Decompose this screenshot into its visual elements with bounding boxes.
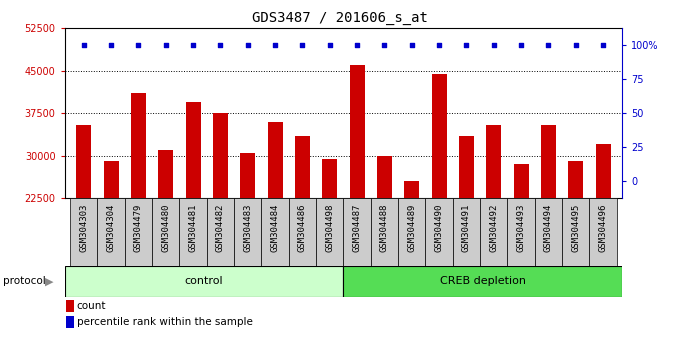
Bar	[371, 198, 398, 266]
Bar	[180, 198, 207, 266]
Bar	[343, 266, 622, 297]
Bar	[590, 198, 617, 266]
Point	[215, 42, 226, 48]
Text: protocol: protocol	[3, 276, 46, 286]
Text: ▶: ▶	[45, 276, 53, 286]
Point	[105, 42, 116, 48]
Bar	[480, 198, 507, 266]
Bar	[158, 150, 173, 198]
Point	[461, 42, 472, 48]
Text: GSM304481: GSM304481	[188, 204, 198, 252]
Text: GSM304479: GSM304479	[134, 204, 143, 252]
Bar	[562, 198, 590, 266]
Point	[406, 42, 417, 48]
Bar	[459, 136, 474, 198]
Point	[133, 42, 144, 48]
Point	[160, 42, 171, 48]
Text: GSM304491: GSM304491	[462, 204, 471, 252]
Point	[352, 42, 362, 48]
Bar	[240, 153, 255, 198]
Text: percentile rank within the sample: percentile rank within the sample	[77, 316, 253, 327]
Bar	[343, 198, 371, 266]
Text: GSM304489: GSM304489	[407, 204, 416, 252]
Bar	[568, 161, 583, 198]
Bar	[213, 113, 228, 198]
Bar	[404, 181, 420, 198]
Bar	[124, 198, 152, 266]
Text: GSM304493: GSM304493	[517, 204, 526, 252]
Point	[324, 42, 335, 48]
Bar	[596, 144, 611, 198]
Bar	[453, 198, 480, 266]
Point	[598, 42, 609, 48]
Bar	[70, 198, 97, 266]
Text: count: count	[77, 301, 106, 311]
Bar	[432, 74, 447, 198]
Text: GSM304486: GSM304486	[298, 204, 307, 252]
Bar	[66, 299, 74, 312]
Text: GSM304484: GSM304484	[271, 204, 279, 252]
Text: GDS3487 / 201606_s_at: GDS3487 / 201606_s_at	[252, 11, 428, 25]
Point	[515, 42, 526, 48]
Bar	[486, 125, 501, 198]
Bar	[289, 198, 316, 266]
Bar	[534, 198, 562, 266]
Bar	[65, 266, 343, 297]
Bar	[377, 156, 392, 198]
Bar	[541, 125, 556, 198]
Point	[543, 42, 554, 48]
Text: GSM304303: GSM304303	[80, 204, 88, 252]
Bar	[426, 198, 453, 266]
Bar	[322, 159, 337, 198]
Text: GSM304487: GSM304487	[352, 204, 362, 252]
Text: GSM304483: GSM304483	[243, 204, 252, 252]
Bar	[66, 315, 74, 328]
Point	[379, 42, 390, 48]
Bar	[76, 125, 91, 198]
Text: GSM304482: GSM304482	[216, 204, 225, 252]
Point	[571, 42, 581, 48]
Bar	[186, 102, 201, 198]
Text: GSM304304: GSM304304	[107, 204, 116, 252]
Bar	[513, 164, 528, 198]
Point	[488, 42, 499, 48]
Bar	[316, 198, 343, 266]
Text: GSM304498: GSM304498	[325, 204, 335, 252]
Bar	[350, 65, 364, 198]
Text: GSM304492: GSM304492	[489, 204, 498, 252]
Bar	[261, 198, 289, 266]
Text: GSM304490: GSM304490	[435, 204, 443, 252]
Point	[78, 42, 89, 48]
Bar	[103, 161, 118, 198]
Bar	[207, 198, 234, 266]
Bar	[507, 198, 534, 266]
Point	[242, 42, 253, 48]
Bar	[131, 93, 146, 198]
Point	[270, 42, 281, 48]
Text: GSM304480: GSM304480	[161, 204, 170, 252]
Text: GSM304496: GSM304496	[598, 204, 607, 252]
Bar	[234, 198, 261, 266]
Bar	[152, 198, 180, 266]
Text: GSM304495: GSM304495	[571, 204, 580, 252]
Text: control: control	[185, 276, 223, 286]
Point	[188, 42, 199, 48]
Bar	[398, 198, 426, 266]
Point	[434, 42, 445, 48]
Text: GSM304488: GSM304488	[380, 204, 389, 252]
Bar	[295, 136, 310, 198]
Point	[297, 42, 308, 48]
Bar	[97, 198, 124, 266]
Text: CREB depletion: CREB depletion	[440, 276, 526, 286]
Text: GSM304494: GSM304494	[544, 204, 553, 252]
Bar	[267, 122, 283, 198]
